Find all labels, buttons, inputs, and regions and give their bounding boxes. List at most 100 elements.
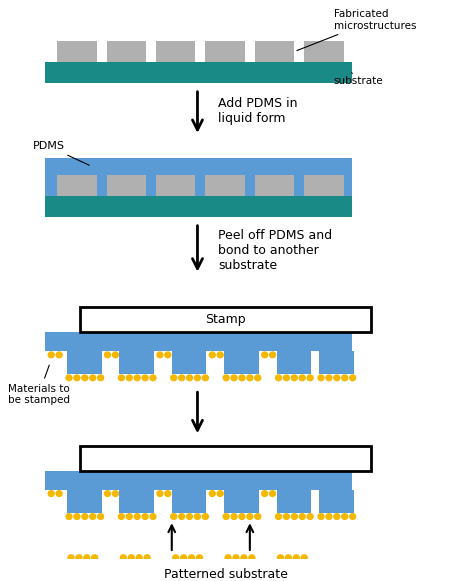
- Circle shape: [255, 514, 261, 519]
- Circle shape: [171, 514, 177, 519]
- Bar: [119, 351, 154, 374]
- Bar: [172, 490, 206, 512]
- Circle shape: [118, 514, 124, 519]
- Circle shape: [318, 375, 324, 381]
- Circle shape: [74, 375, 80, 381]
- Circle shape: [187, 514, 192, 519]
- Bar: [57, 41, 97, 62]
- Circle shape: [270, 352, 275, 358]
- Bar: [304, 175, 344, 196]
- Circle shape: [223, 375, 229, 381]
- Circle shape: [126, 514, 132, 519]
- Circle shape: [239, 375, 245, 381]
- Circle shape: [249, 555, 255, 561]
- Text: Stamp: Stamp: [205, 313, 246, 326]
- Bar: [172, 351, 206, 374]
- Circle shape: [255, 375, 261, 381]
- Circle shape: [262, 491, 268, 496]
- Text: Add PDMS in
liquid form: Add PDMS in liquid form: [218, 98, 298, 125]
- Circle shape: [48, 352, 54, 358]
- Circle shape: [270, 491, 275, 496]
- Circle shape: [134, 514, 140, 519]
- Circle shape: [194, 514, 201, 519]
- Circle shape: [299, 375, 305, 381]
- Circle shape: [275, 514, 282, 519]
- Circle shape: [120, 555, 126, 561]
- Circle shape: [66, 514, 72, 519]
- Circle shape: [171, 375, 177, 381]
- Circle shape: [134, 375, 140, 381]
- Circle shape: [202, 375, 209, 381]
- Bar: [46, 332, 352, 351]
- Circle shape: [231, 514, 237, 519]
- Bar: [119, 490, 154, 512]
- Circle shape: [299, 514, 305, 519]
- Circle shape: [48, 491, 54, 496]
- Circle shape: [334, 375, 340, 381]
- Bar: [67, 490, 101, 512]
- Circle shape: [197, 555, 202, 561]
- Text: PDMS: PDMS: [32, 141, 89, 165]
- Bar: [80, 446, 372, 471]
- Circle shape: [128, 555, 134, 561]
- Circle shape: [194, 375, 201, 381]
- Bar: [46, 62, 352, 83]
- Circle shape: [142, 375, 148, 381]
- Circle shape: [217, 352, 223, 358]
- Circle shape: [241, 555, 247, 561]
- Circle shape: [285, 555, 292, 561]
- Circle shape: [231, 375, 237, 381]
- Circle shape: [68, 555, 74, 561]
- Circle shape: [179, 514, 184, 519]
- Circle shape: [350, 375, 356, 381]
- Circle shape: [157, 352, 163, 358]
- Circle shape: [82, 375, 88, 381]
- Circle shape: [247, 375, 253, 381]
- Text: Materials to
be stamped: Materials to be stamped: [8, 365, 70, 405]
- Bar: [319, 490, 354, 512]
- Bar: [276, 351, 311, 374]
- Text: Fabricated
microstructures: Fabricated microstructures: [297, 9, 416, 51]
- Circle shape: [292, 514, 297, 519]
- Bar: [57, 175, 97, 196]
- Circle shape: [350, 514, 356, 519]
- Bar: [107, 175, 146, 196]
- Circle shape: [144, 555, 150, 561]
- Circle shape: [92, 555, 98, 561]
- Circle shape: [142, 514, 148, 519]
- Circle shape: [150, 375, 156, 381]
- Circle shape: [105, 491, 110, 496]
- Bar: [80, 562, 372, 581]
- Bar: [304, 41, 344, 62]
- Circle shape: [112, 491, 118, 496]
- Circle shape: [277, 555, 283, 561]
- Bar: [57, 175, 97, 196]
- Circle shape: [150, 514, 156, 519]
- Circle shape: [210, 352, 215, 358]
- Circle shape: [173, 555, 179, 561]
- Circle shape: [181, 555, 187, 561]
- Circle shape: [283, 375, 290, 381]
- Bar: [107, 41, 146, 62]
- Circle shape: [217, 491, 223, 496]
- Text: Peel off PDMS and
bond to another
substrate: Peel off PDMS and bond to another substr…: [218, 228, 332, 271]
- Circle shape: [82, 514, 88, 519]
- Circle shape: [74, 514, 80, 519]
- Circle shape: [307, 514, 313, 519]
- Circle shape: [56, 352, 62, 358]
- Circle shape: [342, 375, 348, 381]
- Bar: [205, 175, 245, 196]
- Circle shape: [334, 514, 340, 519]
- Bar: [156, 175, 195, 196]
- Circle shape: [202, 514, 209, 519]
- Bar: [46, 196, 352, 217]
- Bar: [255, 175, 294, 196]
- Bar: [156, 41, 195, 62]
- Circle shape: [326, 514, 332, 519]
- Circle shape: [225, 555, 231, 561]
- Text: substrate: substrate: [334, 73, 383, 86]
- Circle shape: [187, 375, 192, 381]
- Circle shape: [56, 491, 62, 496]
- Circle shape: [342, 514, 348, 519]
- Circle shape: [262, 352, 268, 358]
